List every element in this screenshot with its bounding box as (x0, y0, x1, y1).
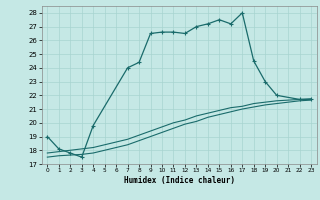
X-axis label: Humidex (Indice chaleur): Humidex (Indice chaleur) (124, 176, 235, 185)
